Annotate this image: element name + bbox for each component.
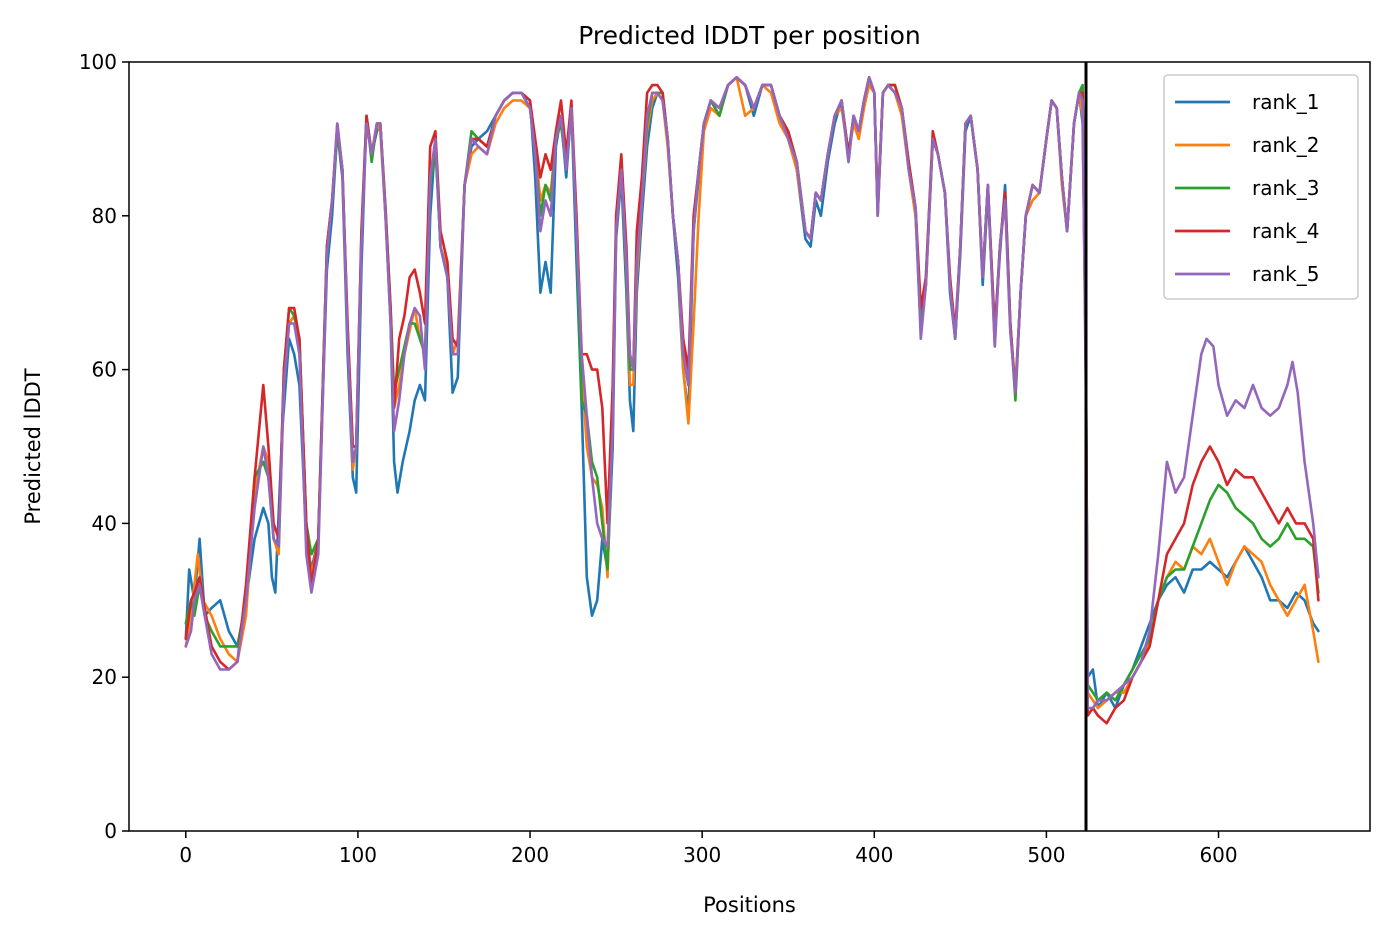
plot-frame — [128, 61, 1371, 832]
y-tick-label: 20 — [92, 665, 117, 689]
y-axis-label: Predicted lDDT — [21, 368, 45, 524]
chart-title: Predicted lDDT per position — [578, 21, 920, 50]
x-tick-label: 500 — [1027, 843, 1065, 867]
x-axis-label: Positions — [703, 893, 796, 917]
y-tick-label: 40 — [92, 511, 117, 535]
legend-label-rank-5: rank_5 — [1252, 262, 1319, 286]
x-tick-label: 0 — [179, 843, 192, 867]
legend-box — [1163, 74, 1359, 300]
x-tick-label: 600 — [1199, 843, 1237, 867]
x-tick-label: 300 — [683, 843, 721, 867]
x-tick-label: 200 — [511, 843, 549, 867]
y-tick-label: 0 — [104, 819, 117, 843]
y-tick-label: 60 — [92, 358, 117, 382]
y-tick-label: 100 — [79, 50, 117, 74]
legend-label-rank-2: rank_2 — [1252, 133, 1319, 157]
x-tick-label: 100 — [339, 843, 377, 867]
y-tick-label: 80 — [92, 204, 117, 228]
legend-label-rank-4: rank_4 — [1252, 219, 1319, 243]
legend-label-rank-1: rank_1 — [1252, 90, 1319, 114]
series-group — [184, 76, 1320, 725]
legend-label-rank-3: rank_3 — [1252, 176, 1319, 200]
x-axis: 0 100 200 300 400 500 600 — [179, 831, 1238, 867]
y-axis: 0 20 40 60 80 100 — [79, 50, 129, 843]
x-tick-label: 400 — [855, 843, 893, 867]
legend: rank_1 rank_2 rank_3 rank_4 rank_5 — [1163, 74, 1359, 300]
